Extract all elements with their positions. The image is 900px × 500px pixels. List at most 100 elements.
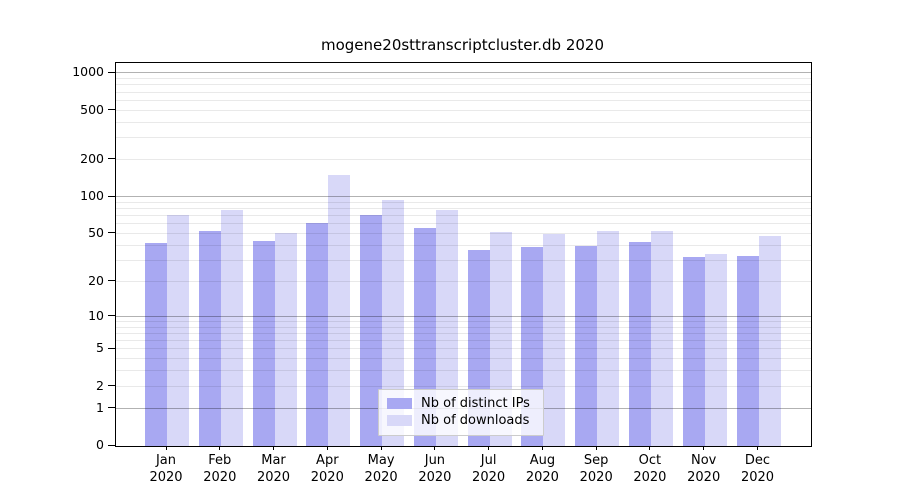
x-axis-tick-label-line: Jun	[424, 453, 446, 468]
y-axis-tick	[108, 280, 115, 282]
y-gridline-minor	[116, 340, 811, 341]
y-axis-tick-label: 20	[88, 272, 104, 288]
y-axis-tick-label: 200	[80, 150, 104, 166]
y-axis-tick-label: 50	[88, 224, 104, 240]
x-axis-tick	[595, 445, 597, 450]
y-gridline-minor	[116, 223, 811, 225]
x-axis-tick-label-line: 2020	[687, 470, 721, 485]
bar-ips-feb	[198, 230, 221, 446]
x-axis-tick	[380, 445, 382, 450]
legend-label-distinct-ips: Nb of distinct IPs	[421, 396, 530, 411]
y-gridline-minor	[116, 207, 811, 209]
x-axis-tick-label-line: Feb	[208, 453, 232, 468]
bar-downloads-nov	[704, 254, 727, 446]
legend-item-distinct-ips: Nb of distinct IPs	[387, 395, 535, 412]
y-gridline-minor	[116, 326, 811, 328]
y-gridline-minor	[116, 109, 811, 111]
y-axis-tick	[108, 385, 115, 387]
x-axis-tick-label-line: Jan	[155, 453, 177, 468]
legend-label-downloads: Nb of downloads	[421, 413, 530, 428]
legend-item-downloads: Nb of downloads	[387, 412, 535, 429]
x-axis-tick-label-line: 2020	[740, 470, 775, 485]
bar-ips-may	[360, 214, 383, 446]
x-axis-tick-label-line: Nov	[691, 453, 717, 468]
x-axis-tick-label-line: 2020	[633, 470, 667, 485]
x-axis-tick-label-line: Dec	[744, 453, 771, 468]
x-axis-tick-label: Feb 2020	[192, 452, 248, 486]
x-axis-tick-label-line: Jul	[480, 453, 497, 468]
y-gridline-minor	[116, 121, 811, 123]
y-gridline-minor	[116, 215, 811, 216]
bar-ips-sep	[575, 245, 598, 446]
x-axis-tick-label-line: Apr	[316, 453, 339, 468]
x-axis-tick	[757, 445, 758, 450]
x-axis-tick	[219, 445, 221, 450]
bar-ips-oct	[628, 241, 651, 446]
bar-downloads-sep	[597, 230, 620, 446]
y-gridline-minor	[116, 244, 811, 246]
x-axis-tick-label-line: 2020	[364, 470, 398, 485]
x-axis-tick	[541, 445, 543, 450]
y-gridline-minor	[116, 332, 811, 334]
bar-downloads-apr	[328, 175, 351, 446]
y-gridline-minor	[116, 158, 811, 160]
bar-downloads-jun	[435, 209, 458, 446]
x-axis-tick-label-line: 2020	[256, 470, 291, 485]
x-axis-tick-label: Oct 2020	[622, 452, 678, 486]
y-axis-tick	[108, 158, 115, 160]
x-axis-tick	[273, 445, 274, 450]
y-gridline-minor	[116, 201, 811, 203]
y-axis-tick-label: 1	[96, 399, 104, 415]
x-axis-tick-label-line: 2020	[203, 470, 237, 485]
y-gridline-major	[116, 72, 811, 74]
x-axis-tick-label-line: 2020	[579, 470, 613, 485]
x-axis-tick-label-line: 2020	[472, 470, 506, 485]
x-axis-tick-label: Sep 2020	[568, 452, 624, 486]
y-gridline-minor	[116, 91, 811, 93]
x-axis-tick-label-line: 2020	[149, 470, 183, 485]
y-axis-tick-label: 500	[80, 101, 104, 117]
bar-downloads-jan	[167, 214, 189, 446]
x-axis-tick-label: Nov 2020	[676, 452, 732, 486]
x-axis-tick	[703, 445, 705, 450]
bar-downloads-oct	[650, 230, 673, 446]
bar-ips-dec	[736, 255, 759, 446]
y-axis-tick-label: 10	[88, 307, 104, 323]
y-axis-tick	[108, 195, 115, 197]
x-axis-tick-label-line: Oct	[638, 453, 662, 468]
x-axis-tick	[488, 445, 490, 450]
x-axis-tick-label-line: Mar	[261, 453, 286, 468]
y-axis-tick	[108, 347, 115, 349]
y-gridline-minor	[116, 280, 811, 282]
y-axis-tick	[108, 232, 115, 234]
y-axis-tick	[108, 407, 115, 409]
y-axis-tick-label: 100	[80, 188, 104, 203]
y-gridline-minor	[116, 99, 811, 101]
y-axis-tick	[108, 71, 115, 73]
y-gridline-minor	[116, 320, 811, 322]
x-axis-tick-label: May 2020	[353, 452, 409, 486]
y-axis-tick-label: 5	[96, 340, 104, 356]
y-gridline-major	[116, 196, 811, 197]
y-axis-tick	[108, 444, 115, 446]
y-gridline-minor	[116, 348, 811, 350]
x-axis-tick-label: Aug 2020	[514, 452, 570, 486]
bar-downloads-feb	[220, 210, 243, 446]
y-axis-tick-label: 2	[96, 377, 104, 393]
bar-downloads-may	[382, 199, 405, 446]
x-axis-tick-label: Jan 2020	[138, 452, 194, 486]
y-gridline-minor	[116, 385, 811, 387]
y-gridline-minor	[116, 137, 811, 139]
x-axis-tick	[326, 445, 328, 450]
legend-swatch-downloads-icon	[387, 415, 412, 426]
y-gridline-minor	[116, 78, 811, 79]
x-axis-tick-label: Mar 2020	[246, 452, 302, 486]
legend: Nb of distinct IPs Nb of downloads	[378, 389, 544, 436]
bar-ips-jan	[145, 243, 167, 446]
x-axis-tick-label-line: Sep	[583, 453, 609, 468]
y-axis-tick	[108, 109, 115, 111]
legend-swatch-distinct-ips-icon	[387, 398, 412, 409]
x-axis-tick-label-line: May	[367, 453, 395, 468]
x-axis-tick-label: Jul 2020	[461, 452, 517, 486]
